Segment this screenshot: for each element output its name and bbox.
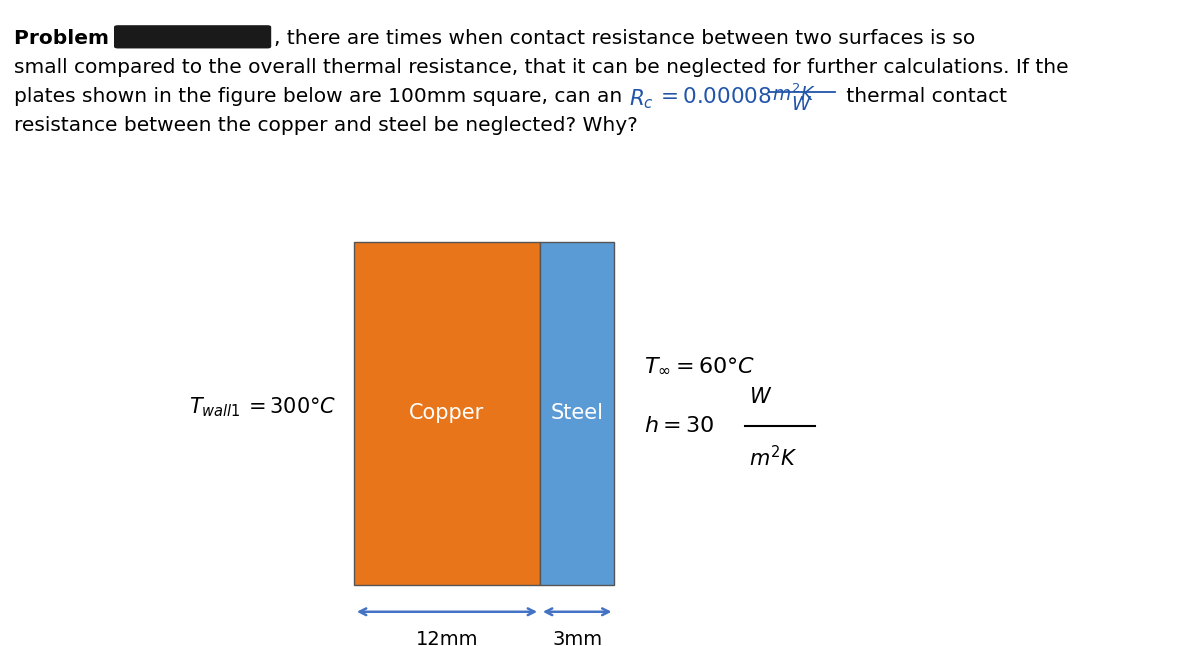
Text: $h = 30$: $h = 30$ (644, 417, 715, 436)
Text: $m^2K$: $m^2K$ (772, 84, 815, 105)
Text: plates shown in the figure below are 100mm square, can an: plates shown in the figure below are 100… (14, 87, 629, 106)
Bar (354, 242, 540, 585)
Text: 12mm: 12mm (415, 630, 479, 646)
Text: small compared to the overall thermal resistance, that it can be neglected for f: small compared to the overall thermal re… (14, 58, 1069, 77)
Text: $T_{\infty} = 60°C$: $T_{\infty} = 60°C$ (644, 355, 756, 375)
Text: 3mm: 3mm (552, 630, 602, 646)
Text: $W$: $W$ (749, 388, 772, 407)
Text: $m^2K$: $m^2K$ (749, 444, 797, 470)
Text: Copper: Copper (409, 404, 485, 423)
Text: Problem 6: Problem 6 (14, 29, 131, 48)
Bar (540, 242, 614, 585)
Text: , there are times when contact resistance between two surfaces is so: , there are times when contact resistanc… (274, 29, 974, 48)
Text: resistance between the copper and steel be neglected? Why?: resistance between the copper and steel … (14, 116, 638, 135)
Text: thermal contact: thermal contact (840, 87, 1007, 106)
Text: $R_c$: $R_c$ (629, 87, 654, 111)
Text: Steel: Steel (551, 404, 604, 423)
Text: $T_{\mathit{wall1}}$$\,=300°C$: $T_{\mathit{wall1}}$$\,=300°C$ (188, 395, 336, 419)
Text: $W$: $W$ (791, 95, 812, 114)
Text: $= 0.00008$: $= 0.00008$ (656, 87, 773, 107)
FancyBboxPatch shape (114, 25, 271, 48)
